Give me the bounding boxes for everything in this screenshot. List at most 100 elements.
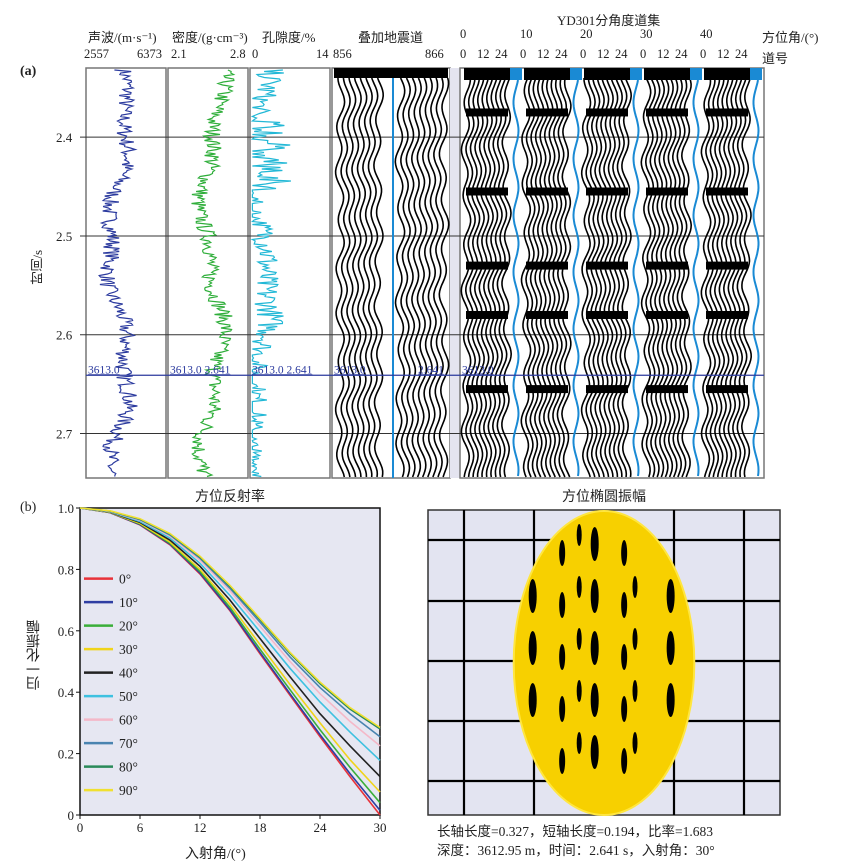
- x-tick-label: 24: [314, 820, 328, 835]
- gather-wiggle-trace: [483, 77, 495, 478]
- ellipse-pattern-mark: [590, 683, 599, 717]
- gather-strong-event: [706, 187, 748, 196]
- azimuth-tick-label: 10: [520, 27, 533, 41]
- gather-strong-event: [526, 261, 568, 270]
- gather-wiggle-trace: [547, 77, 559, 478]
- ellipse-pattern-mark: [576, 732, 582, 754]
- ellipse-pattern-mark: [528, 683, 537, 717]
- density-track-title: 密度/(g·cm⁻³): [172, 30, 248, 45]
- stack-wiggle-trace: [400, 77, 412, 478]
- gather-wiggle-trace: [704, 77, 717, 478]
- gather-wiggle-trace: [580, 77, 592, 478]
- x-tick-label: 12: [194, 820, 207, 835]
- ellipse-pattern-mark: [621, 644, 628, 670]
- ellipse-caption-line1: 长轴长度=0.327，短轴长度=0.194，比率=1.683: [437, 824, 713, 839]
- trace-number-label: 道号: [762, 51, 789, 66]
- gather-highlight-cap: [690, 68, 702, 80]
- ellipse-pattern-mark: [632, 680, 638, 702]
- stack-wiggle-trace: [405, 77, 417, 478]
- gather-highlight-cap: [510, 68, 522, 80]
- density-min: 2.1: [171, 47, 187, 61]
- gather-strong-event: [586, 187, 628, 196]
- gather-wiggle-trace: [612, 77, 623, 477]
- sonic-track-title: 声波/(m·s⁻¹): [88, 30, 157, 45]
- ellipse-pattern-mark: [632, 628, 638, 650]
- stack-wiggle-trace: [362, 77, 373, 478]
- stack-gap: [450, 68, 460, 478]
- time-tick-label: 2.6: [56, 328, 73, 343]
- gather-wiggle-trace: [589, 77, 601, 478]
- gather-wiggle-trace: [667, 77, 679, 478]
- gather-strong-event: [706, 385, 748, 394]
- gather-wiggle-trace: [662, 77, 674, 478]
- stack-title: 叠加地震道: [358, 30, 424, 45]
- reflectivity-chart: 0 6 12 18 24 30 0 0.2 0.4 0.6 0.8 1.0 0° 10° 20° 30° 40°…: [58, 501, 387, 835]
- gather-strong-event: [646, 310, 688, 319]
- gather-strong-event: [526, 108, 568, 117]
- legend-label: 60°: [119, 713, 138, 728]
- ellipse-pattern-mark: [621, 592, 628, 618]
- depth-marker-label: 3613.0: [462, 364, 494, 376]
- reflectivity-chart-title: 方位反射率: [195, 490, 265, 505]
- panel-b-label: (b): [20, 500, 37, 515]
- legend-label: 0°: [119, 572, 131, 587]
- gather-strong-event: [526, 187, 568, 196]
- ellipse-pattern-mark: [559, 592, 566, 618]
- gather-wiggle-trace: [538, 77, 550, 478]
- trace-tick-label: 0: [460, 47, 467, 61]
- ellipse-pattern-mark: [576, 628, 582, 650]
- y-tick-label: 0: [68, 808, 75, 823]
- density-max: 2.8: [230, 47, 246, 61]
- x-tick-label: 6: [137, 820, 144, 835]
- log-track-frame: [249, 67, 331, 479]
- gather-strong-event: [646, 385, 688, 394]
- stack-frame: [331, 67, 451, 479]
- gather-wiggle-trace: [713, 77, 726, 478]
- azimuth-tick-label: 0: [460, 27, 467, 41]
- ellipse-pattern-mark: [590, 579, 599, 613]
- gather-top-band: [704, 68, 750, 80]
- gather-strong-event: [586, 385, 628, 394]
- gather-highlight-trace: [752, 79, 760, 477]
- gather-title: YD301分角度道集: [557, 13, 661, 28]
- gather-strong-event: [646, 261, 688, 270]
- legend-label: 50°: [119, 689, 138, 704]
- trace-tick-label: 24: [615, 47, 628, 61]
- gather-wiggle-trace: [585, 77, 596, 478]
- time-tick-label: 2.4: [56, 130, 73, 145]
- gather-strong-event: [586, 261, 628, 270]
- gather-strong-event: [706, 261, 748, 270]
- gather-wiggle-trace: [534, 77, 545, 478]
- gather-wiggle-trace: [464, 77, 477, 478]
- gather-wiggle-trace: [556, 77, 568, 478]
- gather-wiggle-trace: [671, 77, 684, 478]
- ellipse-pattern-mark: [632, 732, 638, 754]
- time-tick-label: 2.7: [56, 427, 73, 442]
- stack-wiggle-trace: [427, 77, 439, 478]
- gather-strong-event: [706, 310, 748, 319]
- stack-wiggle-trace: [373, 77, 385, 478]
- depth-marker-label: 3613.0 2.641: [252, 364, 313, 376]
- trace-tick-label: 12: [717, 47, 730, 61]
- ellipse-caption-line2: 深度：3612.95 m，时间：2.641 s，入射角：30°: [437, 843, 715, 858]
- ellipse-chart-title: 方位椭圆振幅: [562, 490, 646, 505]
- stack-wiggle-trace: [345, 77, 357, 478]
- gather-wiggle-trace: [469, 77, 481, 478]
- sonic-max: 6373: [137, 47, 162, 61]
- depth-marker-label: 3613.0 2.641: [170, 364, 231, 376]
- gather-wiggle-trace: [496, 77, 508, 478]
- gather-highlight-trace: [512, 79, 520, 477]
- trace-tick-label: 0: [580, 47, 587, 61]
- gather-wiggle-trace: [487, 77, 499, 478]
- plot-area: [79, 507, 381, 816]
- gather-strong-event: [466, 187, 508, 196]
- y-tick-label: 1.0: [58, 501, 74, 516]
- trace-tick-label: 12: [537, 47, 550, 61]
- stack-wiggle-trace: [410, 77, 422, 478]
- gather-strong-event: [526, 385, 568, 394]
- gather-wiggle-trace: [552, 77, 563, 478]
- depth-marker-label: 3613.0: [334, 364, 366, 376]
- porosity-min: 0: [252, 47, 259, 61]
- stack-wiggle-trace: [433, 77, 445, 478]
- gather-wiggle-trace: [501, 77, 513, 478]
